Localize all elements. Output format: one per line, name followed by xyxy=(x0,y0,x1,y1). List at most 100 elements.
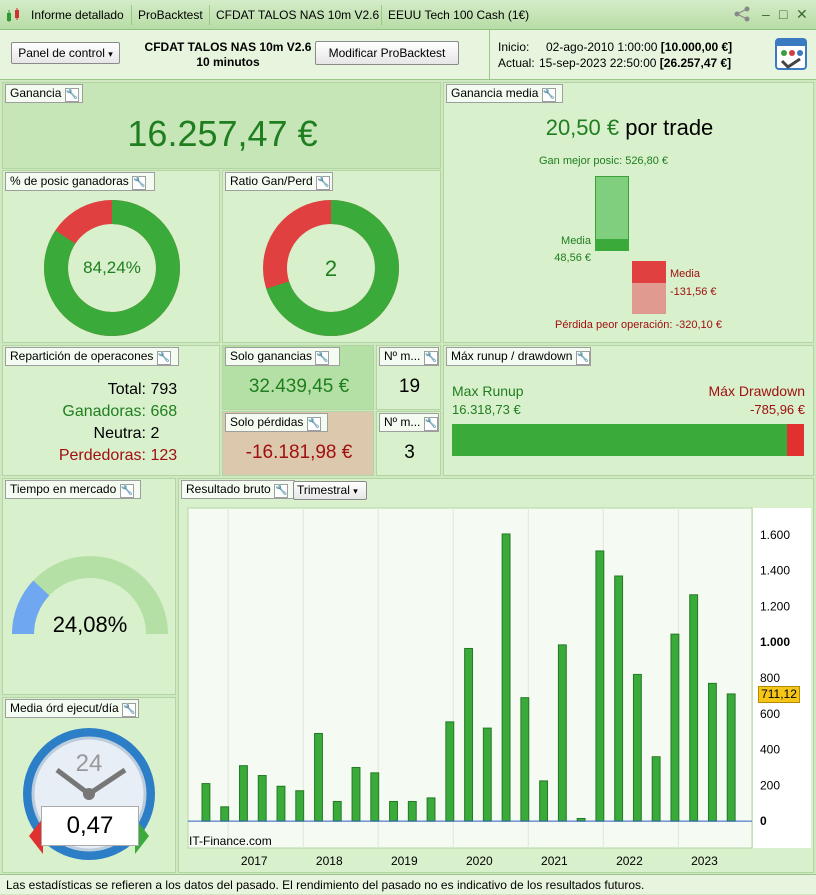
y-tick-label: 1.200 xyxy=(760,599,790,613)
tab-probacktest[interactable]: ProBacktest xyxy=(138,8,203,22)
resultado-chart: 0 200 400 600 800 1.000 1.200 1.400 1.600 2017 20… xyxy=(187,507,811,868)
strategy-name: CFDAT TALOS NAS 10m V2.6 xyxy=(144,40,312,54)
wrench-icon[interactable]: 🔧 xyxy=(64,88,79,102)
ganancia-header: Ganancia 🔧 xyxy=(5,84,83,103)
current-value: [26.257,47 €] xyxy=(659,56,732,70)
n-perdidas-panel: Nº m... 🔧 3 xyxy=(376,411,441,476)
y-tick-label: 200 xyxy=(760,778,780,792)
y-tick-label: 400 xyxy=(760,743,780,757)
result-bar xyxy=(464,647,473,822)
wrench-icon[interactable]: 🔧 xyxy=(423,351,438,365)
runup-panel: Máx runup / drawdown 🔧 Max Runup 16.318,… xyxy=(443,345,814,476)
result-bar xyxy=(539,780,549,822)
y-tick-label: 1.400 xyxy=(760,564,790,578)
result-bar xyxy=(351,766,361,822)
result-bar xyxy=(370,772,380,822)
wrench-icon[interactable]: 🔧 xyxy=(316,176,331,190)
wrench-icon[interactable]: 🔧 xyxy=(306,417,321,431)
wrench-icon[interactable]: 🔧 xyxy=(274,484,289,498)
close-icon[interactable]: ✕ xyxy=(796,6,808,22)
period-dropdown[interactable]: Trimestral ▾ xyxy=(293,481,367,500)
ganancia-media-panel: Ganancia media 🔧 20,50 € por trade Gan m… xyxy=(443,82,814,343)
ratio-header: Ratio Gan/Perd 🔧 xyxy=(225,172,333,191)
start-date: 02-ago-2010 1:00:00 xyxy=(546,40,658,54)
x-tick-label: 2017 xyxy=(241,854,268,868)
chart-watermark: IT-Finance.com xyxy=(189,834,272,848)
avg-win-bar xyxy=(595,239,629,251)
period-label: Trimestral xyxy=(297,483,350,497)
chart-app-icon xyxy=(5,7,23,23)
modify-probacktest-button[interactable]: Modificar ProBacktest xyxy=(315,41,459,65)
minimize-icon[interactable]: – xyxy=(762,6,770,22)
wrench-icon[interactable]: 🔧 xyxy=(423,417,438,431)
share-icon[interactable] xyxy=(733,6,751,25)
x-tick-label: 2018 xyxy=(316,854,343,868)
ganadoras-value: 668 xyxy=(150,403,178,420)
current-label: Actual: xyxy=(498,56,535,70)
result-bar xyxy=(257,775,267,822)
disclaimer-footer: Las estadísticas se refieren a los datos… xyxy=(0,874,816,894)
reparticion-header: Repartición de operacones 🔧 xyxy=(5,347,179,366)
total-value: 793 xyxy=(150,381,178,398)
maximize-icon[interactable]: □ xyxy=(779,6,788,22)
current-date: 15-sep-2023 22:50:00 xyxy=(539,56,657,70)
result-bar xyxy=(295,790,305,822)
result-bar xyxy=(445,721,455,822)
tab-informe-detallado[interactable]: Informe detallado xyxy=(31,8,124,22)
ganancia-panel: Ganancia 🔧 16.257,47 € xyxy=(2,82,441,169)
solo-ganancias-header: Solo ganancias 🔧 xyxy=(225,347,340,366)
wrench-icon[interactable]: 🔧 xyxy=(122,703,137,717)
x-tick-label: 2020 xyxy=(466,854,493,868)
tab-instrument[interactable]: EEUU Tech 100 Cash (1€) xyxy=(388,8,530,22)
result-bar xyxy=(314,732,323,822)
x-tick-label: 2022 xyxy=(616,854,643,868)
avg-loss-value: -131,56 € xyxy=(670,286,717,298)
best-trade-label: Gan mejor posic: 526,80 € xyxy=(539,155,669,167)
media-ord-value: 0,47 xyxy=(41,806,139,846)
runup-value: 16.318,73 € xyxy=(452,402,521,417)
y-tick-label: 800 xyxy=(760,671,780,685)
title-bar: Informe detallado ProBacktest CFDAT TALO… xyxy=(0,0,816,30)
media-ord-header: Media órd ejecut/día 🔧 xyxy=(5,699,139,718)
runup-bar xyxy=(452,424,788,456)
wrench-icon[interactable]: 🔧 xyxy=(541,88,556,102)
n-ganancias-panel: Nº m... 🔧 19 xyxy=(376,345,441,410)
settings-panel-icon[interactable] xyxy=(774,37,808,73)
wrench-icon[interactable]: 🔧 xyxy=(119,484,134,498)
avg-win-value: 48,56 € xyxy=(554,252,591,264)
wrench-icon[interactable]: 🔧 xyxy=(575,351,590,365)
n-perdidas-value: 3 xyxy=(404,442,415,463)
result-bar xyxy=(220,806,230,822)
market-time-gauge xyxy=(12,556,168,635)
ganancia-value: 16.257,47 € xyxy=(127,113,318,154)
tiempo-panel: Tiempo en mercado 🔧 24,08% xyxy=(2,478,176,695)
tab-strategy[interactable]: CFDAT TALOS NAS 10m V2.6 xyxy=(216,8,380,22)
result-bar xyxy=(557,644,567,822)
result-bar xyxy=(632,673,642,822)
perdedoras-label: Perdedoras: xyxy=(58,447,146,464)
avg-trade-value: 20,50 € xyxy=(545,115,620,140)
wrench-icon[interactable]: 🔧 xyxy=(315,351,330,365)
worst-trade-bar xyxy=(632,282,666,314)
x-tick-label: 2019 xyxy=(391,854,418,868)
tiempo-value: 24,08% xyxy=(52,612,128,637)
result-bar xyxy=(689,594,699,822)
y-tick-label: 1.600 xyxy=(760,528,790,542)
header-bar: Panel de control ▾ CFDAT TALOS NAS 10m V… xyxy=(0,30,816,80)
solo-perdidas-value: -16.181,98 € xyxy=(245,442,353,463)
wrench-icon[interactable]: 🔧 xyxy=(132,176,147,190)
result-bar xyxy=(239,765,248,822)
solo-ganancias-panel: Solo ganancias 🔧 32.439,45 € xyxy=(222,345,374,410)
result-bar xyxy=(332,800,342,822)
panel-control-dropdown[interactable]: Panel de control ▾ xyxy=(11,42,120,64)
solo-ganancias-value: 32.439,45 € xyxy=(248,376,350,397)
y-tick-label: 0 xyxy=(760,814,767,828)
ganadoras-label: Ganadoras: xyxy=(62,403,146,420)
runup-header: Máx runup / drawdown 🔧 xyxy=(446,347,591,366)
perdedoras-value: 123 xyxy=(150,447,178,464)
solo-perdidas-header: Solo pérdidas 🔧 xyxy=(225,413,328,432)
wrench-icon[interactable]: 🔧 xyxy=(156,351,171,365)
result-bar xyxy=(726,693,736,822)
avg-loss-bar xyxy=(632,261,666,283)
panel-control-label: Panel de control xyxy=(18,46,105,60)
